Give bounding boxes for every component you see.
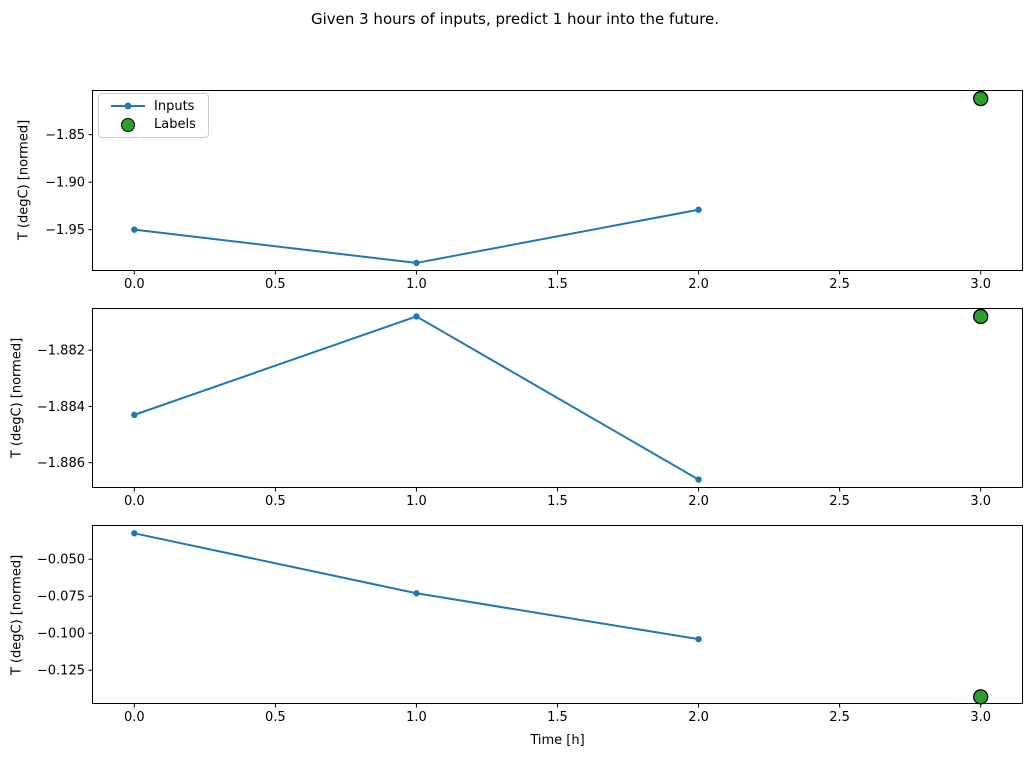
x-tick-label: 2.5 (829, 277, 850, 292)
x-tick-label: 2.0 (688, 710, 709, 725)
axes-frame (92, 308, 1023, 488)
y-tick-label: −1.884 (37, 400, 85, 415)
labels-point (973, 90, 989, 107)
inputs-point (695, 635, 702, 643)
plot-area-2: 0.0 0.5 1.0 1.5 2.0 2.5 3.0 −1.882 −1.884 −1.886 (37, 308, 1023, 509)
x-tick-label: 1.5 (547, 277, 568, 292)
y-tick-label: −1.886 (37, 456, 85, 471)
x-tick-label: 2.0 (688, 494, 709, 509)
x-tick-label: 0.0 (124, 710, 145, 725)
inputs-point (131, 411, 138, 419)
inputs-line (133, 315, 700, 481)
x-tick-label: 0.5 (265, 277, 286, 292)
y-tick-label: −1.85 (45, 128, 85, 143)
x-tick-label: 1.5 (547, 494, 568, 509)
x-tick-label: 1.5 (547, 710, 568, 725)
inputs-point (413, 259, 420, 267)
inputs-point (695, 476, 702, 483)
x-tick-label: 0.0 (124, 277, 145, 292)
inputs-line-sample (110, 102, 145, 110)
x-axis-title: Time [h] (530, 733, 585, 748)
labels-marker-sample (110, 117, 145, 132)
x-tick-label: 1.0 (406, 710, 427, 725)
labels-marker-icon (120, 117, 135, 132)
inputs-point (413, 313, 420, 320)
x-tick-label: 3.0 (970, 494, 991, 509)
y-tick-label: −0.050 (37, 553, 85, 568)
y-tick-label: −1.95 (45, 223, 85, 238)
x-tick-label: 3.0 (970, 277, 991, 292)
subplot-canvas-1: 0.0 0.5 1.0 1.5 2.0 2.5 3.0 −1.85 −1.90 −1.95 (45, 90, 1023, 292)
legend-label-labels: Labels (154, 117, 196, 133)
inputs-line-icon (110, 102, 145, 110)
x-tick-label: 2.5 (829, 494, 850, 509)
x-tick-label: 2.0 (688, 277, 709, 292)
axes-frame (92, 525, 1023, 704)
inputs-line (134, 532, 699, 641)
inputs-marker-icon (124, 102, 131, 110)
y-tick-label: −0.125 (37, 664, 85, 679)
subplot-canvas-3: 0.0 0.5 1.0 1.5 2.0 2.5 3.0 −0.050 −0.075 −0.100 −… (37, 525, 1023, 725)
y-tick-label: −0.100 (37, 627, 85, 642)
axes-frame (92, 90, 1023, 271)
x-tick-label: 2.5 (829, 710, 850, 725)
figure-title: Given 3 hours of inputs, predict 1 hour … (310, 10, 720, 28)
labels-point (973, 308, 989, 325)
x-tick-label: 0.5 (265, 710, 286, 725)
legend-item-labels: Labels (110, 116, 200, 135)
y-axis-title-top: T (degC) [normed] (16, 119, 32, 241)
y-tick-label: −0.075 (37, 590, 85, 605)
y-tick-label: −1.90 (45, 176, 85, 191)
subplot-canvas-2: 0.0 0.5 1.0 1.5 2.0 2.5 3.0 −1.882 −1.884 −1.886 (37, 308, 1023, 509)
x-tick-label: 0.5 (265, 494, 286, 509)
legend-label-inputs: Inputs (154, 98, 195, 114)
inputs-point (131, 530, 138, 537)
inputs-line (134, 208, 699, 264)
y-axis-title-middle: T (degC) [normed] (9, 337, 25, 459)
legend-item-inputs: Inputs (110, 97, 200, 116)
x-tick-label: 0.0 (124, 494, 145, 509)
inputs-point (695, 206, 702, 213)
y-axis-title-bottom: T (degC) [normed] (9, 554, 25, 676)
plot-area-1: 0.0 0.5 1.0 1.5 2.0 2.5 3.0 −1.85 −1.90 −1.95 (45, 90, 1023, 292)
inputs-point (413, 590, 420, 597)
x-tick-label: 1.0 (406, 494, 427, 509)
labels-point (973, 689, 989, 705)
legend: Inputs Labels (98, 93, 209, 138)
x-tick-label: 3.0 (970, 710, 991, 725)
plot-area-3: 0.0 0.5 1.0 1.5 2.0 2.5 3.0 −0.050 −0.075 −0.100 −… (37, 525, 1023, 725)
inputs-point (131, 226, 138, 233)
y-tick-label: −1.882 (37, 344, 85, 359)
x-tick-label: 1.0 (406, 277, 427, 292)
